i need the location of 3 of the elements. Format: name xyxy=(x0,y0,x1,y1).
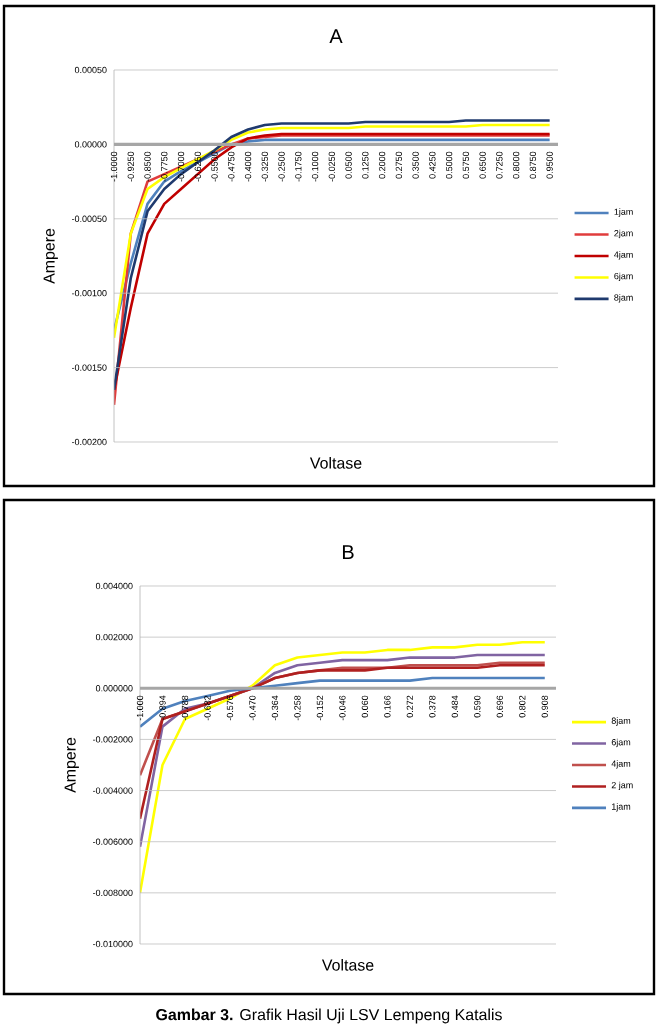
chart-title: A xyxy=(329,29,343,43)
chart-title: B xyxy=(342,545,354,559)
line-series xyxy=(140,640,547,895)
